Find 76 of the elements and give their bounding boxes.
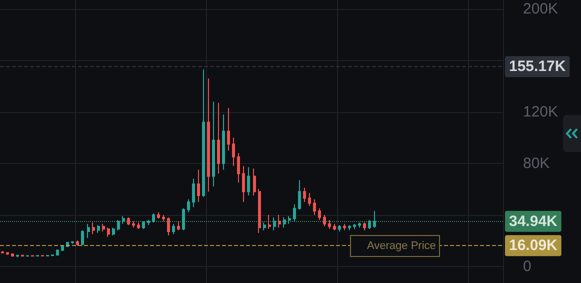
- candlestick: [162, 214, 165, 222]
- candlestick: [368, 219, 371, 230]
- candlestick: [358, 222, 361, 228]
- candlestick: [263, 222, 266, 231]
- candlestick: [1, 250, 4, 254]
- candlestick: [237, 152, 240, 184]
- candlestick: [242, 165, 245, 202]
- candlestick: [177, 220, 180, 231]
- candlestick: [41, 254, 44, 257]
- candlestick: [112, 227, 115, 236]
- candlestick: [187, 198, 190, 213]
- candlestick: [288, 216, 291, 224]
- candlestick: [97, 224, 100, 234]
- candlestick: [87, 223, 90, 238]
- candlestick: [61, 245, 64, 252]
- candlestick: [71, 240, 74, 244]
- y-tick-label: 80K: [523, 154, 550, 172]
- candlestick: [102, 223, 105, 232]
- candlestick: [182, 208, 185, 231]
- candlestick: [313, 198, 316, 216]
- candlestick: [323, 214, 326, 227]
- candlestick: [333, 223, 336, 231]
- candlestick: [81, 230, 84, 246]
- candlestick: [107, 227, 110, 238]
- candlestick: [197, 169, 200, 202]
- ref-line-label: 34.94K: [509, 212, 558, 230]
- candlestick: [348, 224, 351, 231]
- candlestick: [232, 137, 235, 166]
- candlestick: [132, 220, 135, 228]
- candlestick: [338, 224, 341, 232]
- candlestick: [217, 102, 220, 174]
- candlestick: [222, 114, 225, 170]
- candlestick: [122, 216, 125, 224]
- candlestick: [308, 192, 311, 206]
- candlestick: [26, 254, 29, 258]
- candlestick: [212, 101, 215, 188]
- candlestick: [363, 222, 366, 231]
- y-tick-label: 200K: [523, 0, 558, 18]
- candlestick: [373, 210, 376, 228]
- candlestick: [303, 187, 306, 202]
- candlestick: [56, 249, 59, 256]
- candlestick: [268, 214, 271, 230]
- candlestick: [328, 219, 331, 230]
- candlestick: [172, 223, 175, 235]
- candlestick: [353, 223, 356, 230]
- candlestick: [227, 108, 230, 152]
- candlestick: [253, 168, 256, 196]
- candlestick: [318, 208, 321, 220]
- candlestick: [137, 222, 140, 230]
- candlestick: [343, 223, 346, 231]
- candlestick: [207, 78, 210, 192]
- candlestick: [92, 222, 95, 235]
- candlestick: [283, 216, 286, 228]
- y-tick-label: 0: [523, 258, 532, 275]
- candlestick: [202, 68, 205, 198]
- candlestick: [258, 188, 261, 234]
- candlestick: [273, 216, 276, 231]
- candlestick: [192, 178, 195, 208]
- y-tick-label: 120K: [523, 103, 558, 120]
- candlestick: [127, 216, 130, 226]
- candlestick: [278, 214, 281, 228]
- candlestick: [247, 166, 250, 196]
- candlestick: [157, 212, 160, 220]
- candlestick: [293, 204, 296, 222]
- annotation: Average Price: [350, 234, 440, 257]
- ref-line-label: 155.17K: [509, 58, 566, 76]
- candlestick: [142, 220, 145, 230]
- candlestick: [76, 240, 79, 246]
- candlestick: [6, 252, 9, 256]
- ref-line-label: 16.09K: [509, 237, 558, 254]
- candlestick: [167, 216, 170, 236]
- candlestick: [152, 213, 155, 224]
- candlestick: [11, 252, 14, 258]
- candlestick: [117, 219, 120, 231]
- candlestick: [16, 254, 19, 258]
- candlestick: [298, 180, 301, 210]
